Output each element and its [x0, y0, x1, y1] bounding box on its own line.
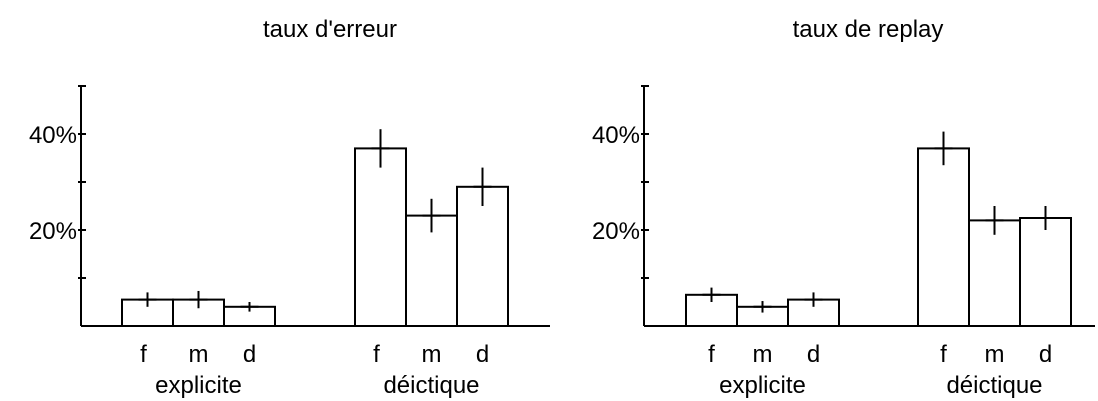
y-tick-label: 20%: [592, 218, 640, 245]
group-label: explicite: [719, 372, 806, 399]
group-label: explicite: [155, 372, 242, 399]
category-label: d: [243, 341, 256, 368]
group-label: déictique: [383, 372, 479, 399]
bar: [1019, 217, 1072, 327]
category-label: f: [940, 341, 947, 368]
group-label: déictique: [946, 372, 1042, 399]
category-label: f: [373, 341, 380, 368]
category-label: m: [753, 341, 773, 368]
category-label: f: [140, 341, 147, 368]
bar: [968, 219, 1021, 327]
bar: [917, 147, 970, 327]
category-label: d: [476, 341, 489, 368]
y-tick-label: 20%: [29, 218, 77, 245]
category-label: m: [189, 341, 209, 368]
chart-title: taux d'erreur: [263, 16, 397, 43]
y-tick-label: 40%: [29, 122, 77, 149]
y-tick-label: 40%: [592, 122, 640, 149]
bar: [354, 147, 407, 327]
bar: [456, 185, 509, 327]
category-label: m: [985, 341, 1005, 368]
category-label: d: [1039, 341, 1052, 368]
category-label: d: [807, 341, 820, 368]
category-label: f: [708, 341, 715, 368]
category-label: m: [422, 341, 442, 368]
chart-title: taux de replay: [793, 16, 944, 43]
